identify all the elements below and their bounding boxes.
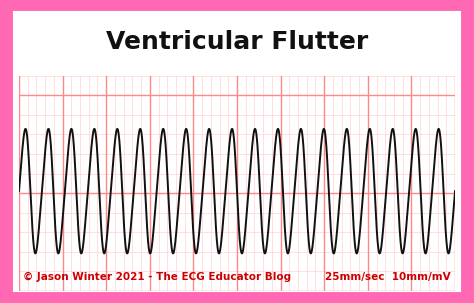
- Text: © Jason Winter 2021 - The ECG Educator Blog: © Jason Winter 2021 - The ECG Educator B…: [23, 272, 292, 282]
- Text: Ventricular Flutter: Ventricular Flutter: [106, 30, 368, 55]
- Text: 25mm/sec  10mm/mV: 25mm/sec 10mm/mV: [325, 272, 451, 282]
